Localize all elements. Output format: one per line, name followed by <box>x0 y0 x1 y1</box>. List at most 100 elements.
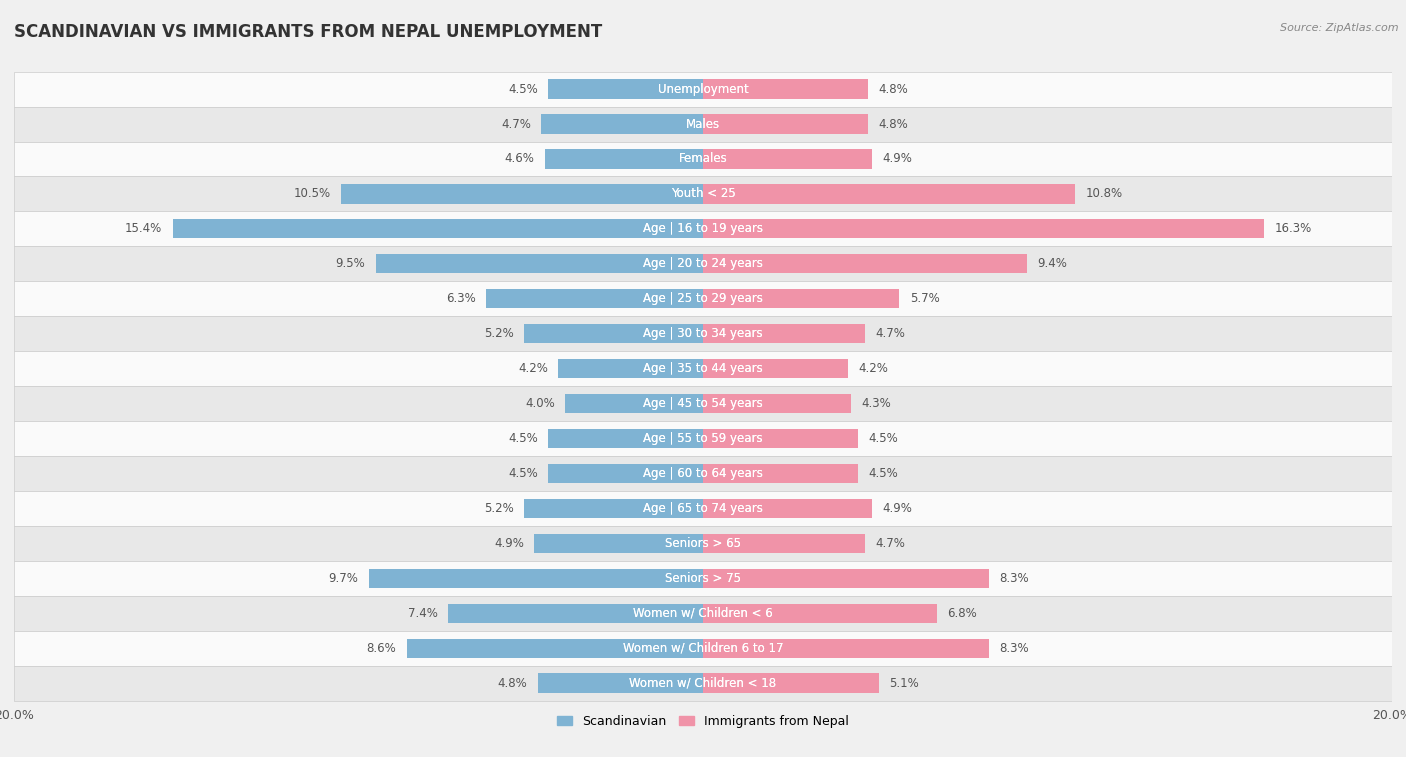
Bar <box>703 534 865 553</box>
Text: 4.9%: 4.9% <box>882 502 912 515</box>
Text: 8.6%: 8.6% <box>367 642 396 655</box>
Bar <box>14 72 1392 107</box>
Text: Seniors > 75: Seniors > 75 <box>665 572 741 584</box>
Text: Age | 16 to 19 years: Age | 16 to 19 years <box>643 223 763 235</box>
Text: 9.5%: 9.5% <box>336 257 366 270</box>
Bar <box>14 246 1392 282</box>
Text: 8.3%: 8.3% <box>1000 642 1029 655</box>
Legend: Scandinavian, Immigrants from Nepal: Scandinavian, Immigrants from Nepal <box>553 710 853 733</box>
Bar <box>537 674 703 693</box>
Bar <box>14 142 1392 176</box>
Text: 4.9%: 4.9% <box>882 152 912 166</box>
Bar <box>703 220 1264 238</box>
Bar <box>173 220 703 238</box>
Text: Youth < 25: Youth < 25 <box>671 188 735 201</box>
Bar <box>703 674 879 693</box>
Bar <box>486 289 703 308</box>
Bar <box>14 561 1392 596</box>
Text: 4.5%: 4.5% <box>869 432 898 445</box>
Bar <box>703 429 858 448</box>
Text: Age | 45 to 54 years: Age | 45 to 54 years <box>643 397 763 410</box>
Text: 15.4%: 15.4% <box>125 223 162 235</box>
Text: 6.3%: 6.3% <box>446 292 475 305</box>
Text: Women w/ Children < 18: Women w/ Children < 18 <box>630 677 776 690</box>
Text: 5.7%: 5.7% <box>910 292 939 305</box>
Bar <box>544 149 703 169</box>
Bar <box>703 289 900 308</box>
Bar <box>548 464 703 483</box>
Text: 5.2%: 5.2% <box>484 327 513 340</box>
Bar <box>548 79 703 98</box>
Bar <box>14 596 1392 631</box>
Bar <box>14 282 1392 316</box>
Text: Age | 16 to 19 years: Age | 16 to 19 years <box>643 223 763 235</box>
Bar <box>524 324 703 343</box>
Text: 4.5%: 4.5% <box>508 432 537 445</box>
Text: 4.8%: 4.8% <box>879 117 908 130</box>
Bar <box>342 184 703 204</box>
Bar <box>565 394 703 413</box>
Text: Age | 30 to 34 years: Age | 30 to 34 years <box>643 327 763 340</box>
Text: Youth < 25: Youth < 25 <box>671 188 735 201</box>
Text: 4.7%: 4.7% <box>501 117 531 130</box>
Bar <box>14 351 1392 386</box>
Text: Seniors > 75: Seniors > 75 <box>665 572 741 584</box>
Bar <box>703 114 869 134</box>
Text: Age | 20 to 24 years: Age | 20 to 24 years <box>643 257 763 270</box>
Text: 10.5%: 10.5% <box>294 188 330 201</box>
Text: 4.5%: 4.5% <box>508 83 537 95</box>
Bar <box>534 534 703 553</box>
Text: 4.2%: 4.2% <box>519 362 548 375</box>
Bar <box>703 324 865 343</box>
Bar <box>703 149 872 169</box>
Text: 4.7%: 4.7% <box>875 537 905 550</box>
Text: Unemployment: Unemployment <box>658 83 748 95</box>
Bar <box>703 359 848 378</box>
Text: Age | 45 to 54 years: Age | 45 to 54 years <box>643 397 763 410</box>
Bar <box>558 359 703 378</box>
Text: Age | 35 to 44 years: Age | 35 to 44 years <box>643 362 763 375</box>
Bar <box>14 491 1392 526</box>
Bar <box>703 499 872 518</box>
Text: 7.4%: 7.4% <box>408 606 437 620</box>
Text: Age | 25 to 29 years: Age | 25 to 29 years <box>643 292 763 305</box>
Text: Source: ZipAtlas.com: Source: ZipAtlas.com <box>1281 23 1399 33</box>
Text: 4.5%: 4.5% <box>508 467 537 480</box>
Text: Age | 55 to 59 years: Age | 55 to 59 years <box>643 432 763 445</box>
Bar <box>703 569 988 588</box>
Text: Age | 60 to 64 years: Age | 60 to 64 years <box>643 467 763 480</box>
Bar <box>524 499 703 518</box>
Text: Males: Males <box>686 117 720 130</box>
Text: 4.3%: 4.3% <box>862 397 891 410</box>
Text: 5.2%: 5.2% <box>484 502 513 515</box>
Text: Women w/ Children < 6: Women w/ Children < 6 <box>633 606 773 620</box>
Text: 6.8%: 6.8% <box>948 606 977 620</box>
Text: Age | 65 to 74 years: Age | 65 to 74 years <box>643 502 763 515</box>
Text: 10.8%: 10.8% <box>1085 188 1122 201</box>
Text: Women w/ Children < 6: Women w/ Children < 6 <box>633 606 773 620</box>
Text: 4.0%: 4.0% <box>524 397 555 410</box>
Bar <box>14 456 1392 491</box>
Text: Women w/ Children < 18: Women w/ Children < 18 <box>630 677 776 690</box>
Bar <box>14 526 1392 561</box>
Bar <box>703 254 1026 273</box>
Text: 8.3%: 8.3% <box>1000 572 1029 584</box>
Text: 4.5%: 4.5% <box>869 467 898 480</box>
Bar <box>14 211 1392 246</box>
Bar <box>14 631 1392 665</box>
Text: 9.4%: 9.4% <box>1038 257 1067 270</box>
Text: Age | 65 to 74 years: Age | 65 to 74 years <box>643 502 763 515</box>
Bar <box>703 464 858 483</box>
Text: 16.3%: 16.3% <box>1275 223 1312 235</box>
Bar <box>375 254 703 273</box>
Text: Women w/ Children 6 to 17: Women w/ Children 6 to 17 <box>623 642 783 655</box>
Bar <box>541 114 703 134</box>
Text: 9.7%: 9.7% <box>329 572 359 584</box>
Bar <box>703 184 1076 204</box>
Bar <box>14 665 1392 700</box>
Bar <box>703 603 938 623</box>
Text: Age | 55 to 59 years: Age | 55 to 59 years <box>643 432 763 445</box>
Bar <box>406 638 703 658</box>
Bar <box>14 107 1392 142</box>
Bar <box>703 79 869 98</box>
